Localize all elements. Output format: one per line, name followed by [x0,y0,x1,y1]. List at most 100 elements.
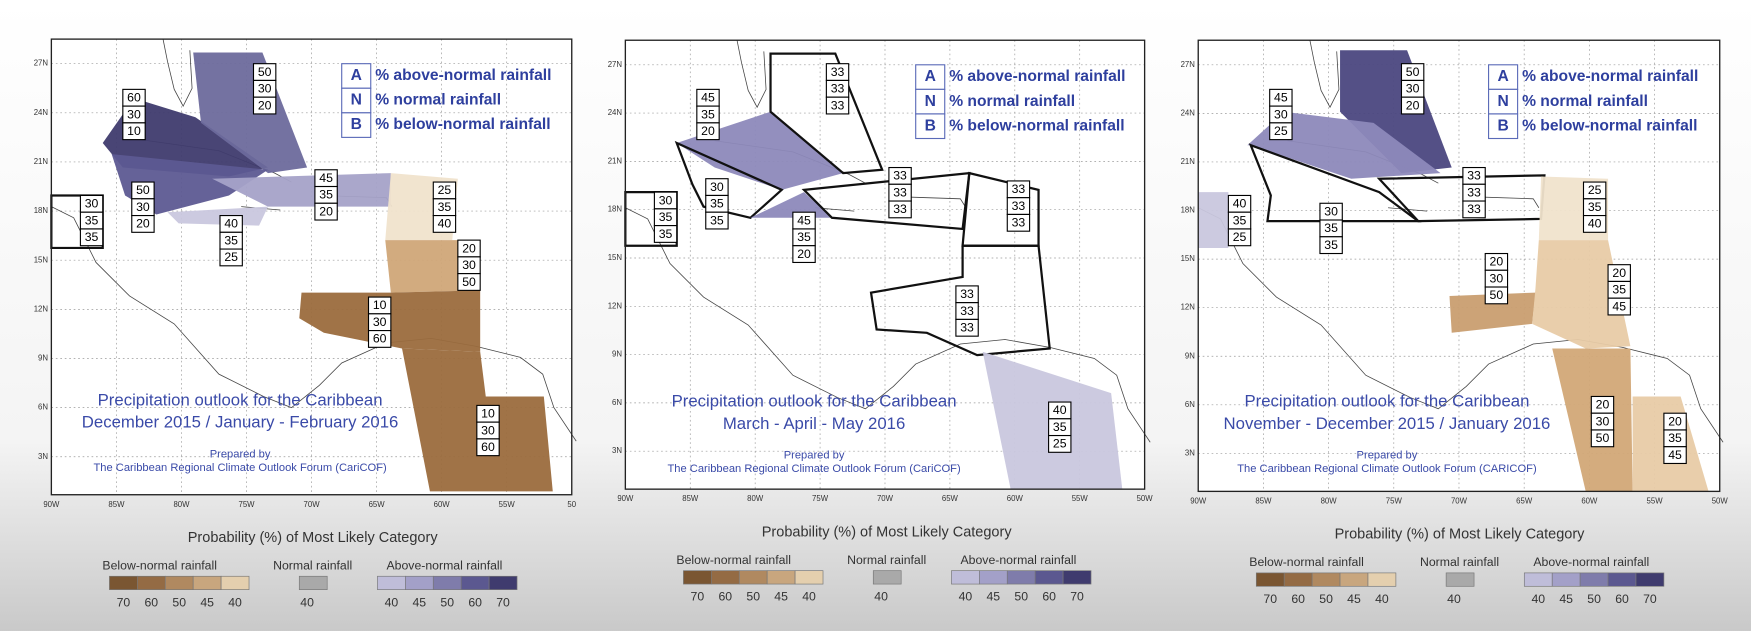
latitude-label: 9N [1185,351,1195,360]
forecast-region [1340,50,1452,174]
probability-value: 50 [462,275,476,289]
map-panel: 27N 24N 21N 18N 15N 12N 9N 6N 3N 90W 85W 80W 75W 70W 6… [1181,39,1728,606]
coastline [893,196,967,208]
legend-group-label: Above-normal rainfall [386,558,502,572]
legend-swatch [460,575,490,590]
legend-swatch [164,575,194,590]
legend-tick-label: 70 [1070,590,1084,604]
legend-tick-label: 45 [200,595,214,609]
legend-swatch [1551,572,1581,587]
legend-swatch [405,575,434,590]
longitude-label: 65W [942,494,959,503]
legend-tick-label: 60 [1615,592,1629,606]
probability-value: 35 [319,188,333,202]
probability-value: 10 [373,298,387,312]
legend-swatch [1579,572,1609,587]
latitude-label: 24N [608,108,622,117]
legend-tick-label: 40 [228,595,242,609]
probability-cell [1663,446,1687,465]
longitude-label: 70W [1451,496,1468,505]
legend-tick-label: 60 [1042,590,1056,604]
legend-tick-label: 45 [1347,592,1361,606]
legend-swatch [298,575,328,590]
probability-cell [122,122,146,141]
legend-swatch [683,570,712,585]
legend-tick-label: 70 [691,590,705,604]
probability-value: 30 [1490,271,1504,285]
probability-value: 25 [1053,437,1067,451]
probability-value: 40 [1053,403,1067,417]
probability-cell [219,248,243,267]
probability-value: 35 [659,227,673,241]
probability-value: 35 [1588,200,1602,214]
legend-swatch [1062,570,1092,585]
legend-swatch [711,570,740,585]
probability-value: 35 [438,200,452,214]
probability-value: 50 [1596,431,1610,445]
probability-value: 20 [258,98,272,112]
probability-cell [314,202,338,221]
legend-tick-label: 50 [1587,592,1601,606]
forum-name: The Caribbean Regional Climate Outlook F… [667,463,961,475]
probability-value: 50 [258,65,272,79]
key-box [1488,64,1519,90]
coastline [736,40,767,109]
probability-value: 33 [1467,169,1481,183]
probability-cell [825,96,850,115]
probability-value: 30 [710,180,724,194]
longitude-label: 65W [1516,496,1533,505]
longitude-label: 85W [108,500,125,509]
longitude-label: 50 [567,500,576,509]
legend-tick-label: 60 [144,595,158,609]
longitude-label: 55W [1072,494,1089,503]
probability-value: 33 [1012,216,1026,230]
longitude-label: 60W [434,500,451,509]
probability-value: 30 [1274,107,1288,121]
probability-value: 25 [438,183,452,197]
probability-cell [1269,122,1293,141]
key-text: % normal rainfall [949,93,1075,110]
map-panel: 27N 24N 21N 18N 15N 12N 9N 6N 3N 90W 85W 80W 75W 70W 6… [34,38,577,609]
map-frame [1197,39,1721,493]
probability-cell [1227,228,1252,247]
legend-swatch [1445,572,1475,587]
key-letter: A [351,67,362,84]
legend-swatch [766,570,796,585]
probability-cell [79,228,104,247]
probability-cell [131,214,155,233]
probability-value: 20 [1612,266,1626,280]
forecast-region [193,52,308,174]
probability-value: 33 [893,185,907,199]
legend-tick-label: 45 [1559,592,1573,606]
longitude-label: 50W [1137,494,1154,503]
probability-cell [888,200,912,219]
probability-value: 40 [224,217,238,231]
probability-value: 35 [701,107,715,121]
probability-value: 30 [659,193,673,207]
legend-tick-label: 40 [802,590,816,604]
prepared-by: Prepared by [784,450,845,462]
legend-swatch [488,575,518,590]
probability-value: 35 [85,213,99,227]
key-letter: N [925,93,936,110]
forum-name: The Caribbean Regional Climate Outlook F… [1237,463,1537,475]
key-letter: A [1497,68,1508,85]
legend-tick-label: 50 [1319,592,1333,606]
longitude-label: 55W [499,500,516,509]
legend-tick-label: 40 [385,595,399,609]
latitude-label: 21N [34,157,48,166]
map-frame [624,39,1146,490]
legend-swatch [951,570,980,585]
legend-tick-label: 40 [300,595,314,609]
legend-swatch [109,575,138,590]
key-box [915,113,946,140]
probability-value: 33 [893,169,907,183]
probability-value: 35 [710,213,724,227]
map-period: November - December 2015 / January 2016 [1224,414,1551,433]
longitude-label: 55W [1647,496,1664,505]
probability-value: 20 [797,247,811,261]
probability-value: 35 [1324,238,1338,252]
legend-swatch [1635,572,1665,587]
probability-value: 30 [127,107,141,121]
